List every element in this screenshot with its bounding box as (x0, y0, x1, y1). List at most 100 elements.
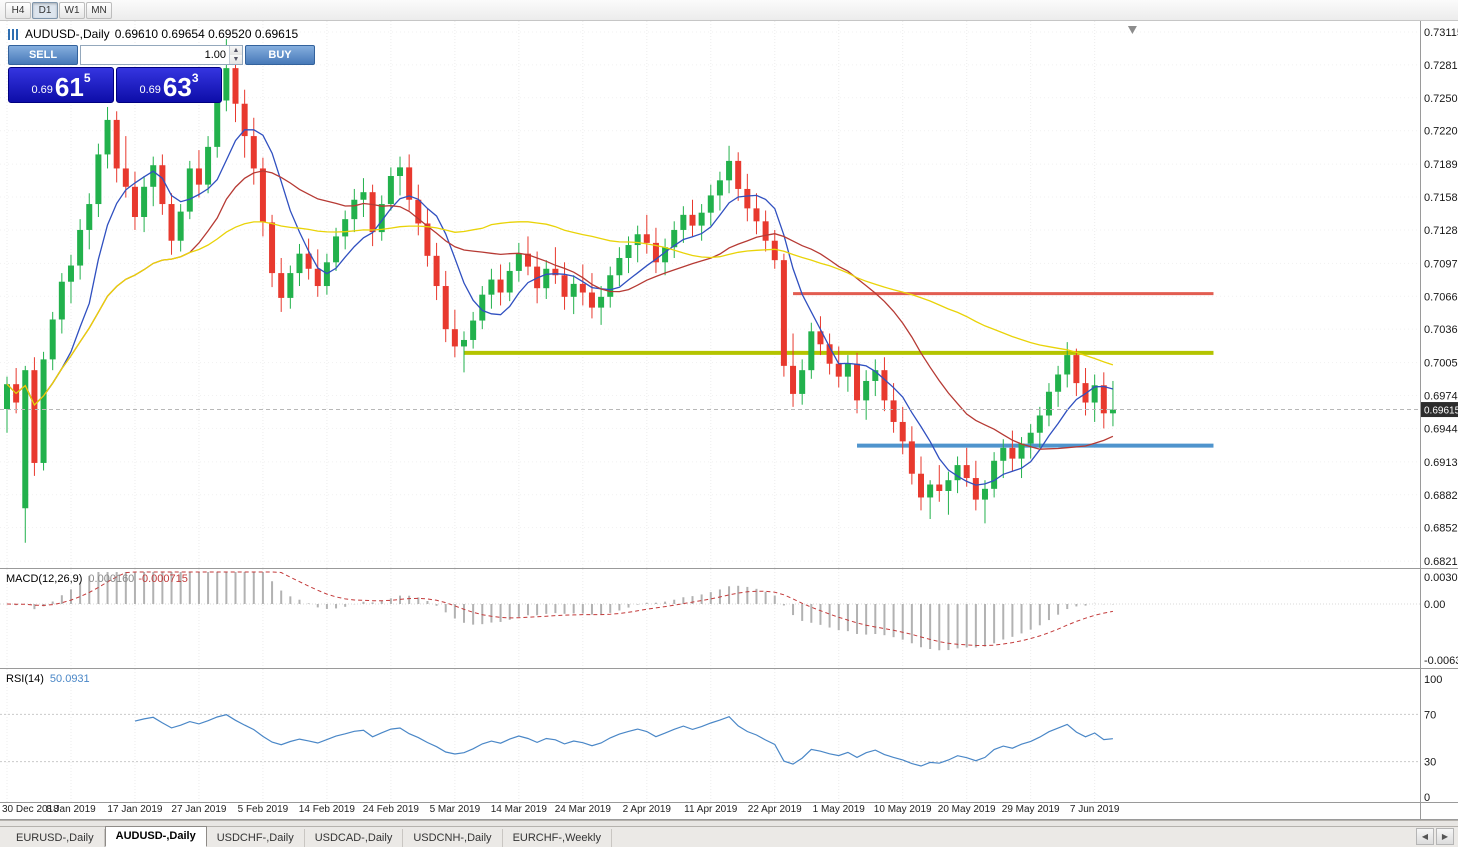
time-axis-label: 29 May 2019 (1001, 804, 1060, 815)
timeframe-button-h4[interactable]: H4 (5, 1, 31, 19)
chart-tab-list: EURUSD-,Daily AUDUSD-,Daily USDCHF-,Daily U… (6, 826, 612, 847)
bid-price-tag-text: 0.69615 (1424, 406, 1458, 417)
chart-ohlc-values: 0.69610 0.69654 0.69520 0.69615 (114, 27, 299, 41)
chart-tabs-bar: EURUSD-,Daily AUDUSD-,Daily USDCHF-,Daily U… (0, 826, 1458, 847)
time-axis-label: 5 Feb 2019 (237, 804, 289, 815)
svg-text:0.71585: 0.71585 (1424, 192, 1458, 204)
time-axis-label: 30 Dec 2018 (2, 804, 59, 815)
macd-name: MACD(12,26,9) (6, 573, 83, 585)
time-axis-label: 27 Jan 2019 (171, 804, 227, 815)
time-axis-label: 24 Feb 2019 (362, 804, 419, 815)
chart-tab-eurusd-daily[interactable]: EURUSD-,Daily (6, 829, 105, 847)
time-axis-label: 7 Jun 2019 (1069, 804, 1120, 815)
sell-price-pipette: 5 (83, 71, 91, 85)
chart-window-bottom-border (0, 819, 1458, 820)
volume-input[interactable] (81, 46, 229, 64)
status-strip (0, 820, 1458, 826)
tab-scroll-controls: ◀ ▶ (1416, 828, 1458, 847)
chart-symbol-period: AUDUSD-,Daily (25, 27, 110, 41)
candlestick-chart-icon (8, 28, 20, 40)
rsi-indicator-label: RSI(14) 50.0931 (6, 673, 90, 685)
time-axis-label: 5 Mar 2019 (429, 804, 481, 815)
tab-scroll-left-button[interactable]: ◀ (1416, 828, 1434, 845)
time-axis-label: 14 Mar 2019 (490, 804, 547, 815)
svg-text:0.69745: 0.69745 (1424, 391, 1458, 403)
time-axis-label: 11 Apr 2019 (684, 804, 738, 815)
svg-text:0.68825: 0.68825 (1424, 490, 1458, 502)
buy-price-pipette: 3 (191, 71, 199, 85)
time-axis-label: 1 May 2019 (812, 804, 865, 815)
volume-control[interactable]: ▲ ▼ (80, 45, 243, 65)
timeframe-button-d1[interactable]: D1 (32, 1, 58, 19)
svg-text:0.72505: 0.72505 (1424, 93, 1458, 105)
timeframe-button-mn[interactable]: MN (86, 1, 112, 19)
buy-button[interactable]: BUY (245, 45, 315, 65)
chart-tab-audusd-daily[interactable]: AUDUSD-,Daily (104, 826, 207, 847)
svg-text:0: 0 (1424, 792, 1430, 802)
time-axis-label: 17 Jan 2019 (107, 804, 163, 815)
price-axis-separator[interactable] (1420, 21, 1421, 819)
chart-tab-usdchf-daily[interactable]: USDCHF-,Daily (207, 829, 305, 847)
chart-tab-usdcad-daily[interactable]: USDCAD-,Daily (305, 829, 404, 847)
buy-price-big-digits: 63 (162, 72, 192, 102)
time-axis-label: 10 May 2019 (873, 804, 932, 815)
time-axis-label: 22 Apr 2019 (747, 804, 802, 815)
sell-price-big-digits: 61 (54, 72, 84, 102)
volume-increase-button[interactable]: ▲ (230, 46, 242, 55)
svg-text:30: 30 (1424, 757, 1436, 769)
time-axis-label: 14 Feb 2019 (298, 804, 355, 815)
sell-price-display[interactable]: 0.69 61 5 (8, 67, 114, 103)
time-axis-label: 8 Jan 2019 (46, 804, 96, 815)
sell-price-prefix: 0.69 (31, 84, 53, 96)
end-of-chart-marker-icon (1127, 26, 1137, 34)
svg-text:-0.00631: -0.00631 (1424, 655, 1458, 667)
buy-price-display[interactable]: 0.69 63 3 (116, 67, 222, 103)
macd-main-value: 0.000160 (88, 573, 135, 585)
time-axis[interactable]: 30 Dec 2018 8 Jan 2019 17 Jan 2019 27 Jan 2… (0, 803, 1420, 819)
svg-text:100: 100 (1424, 674, 1442, 686)
timeframe-button-w1[interactable]: W1 (59, 1, 85, 19)
buy-price-prefix: 0.69 (139, 84, 161, 96)
sell-button[interactable]: SELL (8, 45, 78, 65)
svg-text:70: 70 (1424, 709, 1436, 721)
rsi-value: 50.0931 (49, 673, 90, 685)
panel-divider (0, 802, 1458, 803)
chart-tab-usdcnh-daily[interactable]: USDCNH-,Daily (403, 829, 503, 847)
macd-signal-value: -0.000715 (138, 573, 188, 585)
time-axis-label: 24 Mar 2019 (554, 804, 611, 815)
chart-title: AUDUSD-,Daily 0.69610 0.69654 0.69520 0.… (8, 27, 298, 41)
rsi-indicator-panel[interactable]: 100 70 30 0 (0, 669, 1458, 802)
tab-scroll-right-button[interactable]: ▶ (1436, 828, 1454, 845)
volume-decrease-button[interactable]: ▼ (230, 55, 242, 64)
rsi-name: RSI(14) (6, 673, 44, 685)
chart-tab-eurchf-weekly[interactable]: EURCHF-,Weekly (503, 829, 612, 847)
svg-text:0.70665: 0.70665 (1424, 291, 1458, 303)
svg-text:0.003035: 0.003035 (1424, 572, 1458, 584)
bid-price-tag (1421, 402, 1458, 418)
time-axis-label: 20 May 2019 (937, 804, 996, 815)
panel-divider[interactable] (0, 668, 1458, 669)
macd-indicator-label: MACD(12,26,9) 0.000160 -0.000715 (6, 573, 188, 585)
macd-indicator-panel[interactable]: 0.003035 0.00 -0.00631 (0, 569, 1458, 668)
time-axis-label: 2 Apr 2019 (622, 804, 671, 815)
panel-divider[interactable] (0, 568, 1458, 569)
svg-text:0.73115: 0.73115 (1424, 27, 1458, 39)
volume-spinner[interactable]: ▲ ▼ (229, 46, 242, 64)
svg-text:0.00: 0.00 (1424, 599, 1445, 611)
timeframe-toolbar: H4 D1 W1 MN (0, 0, 1458, 21)
